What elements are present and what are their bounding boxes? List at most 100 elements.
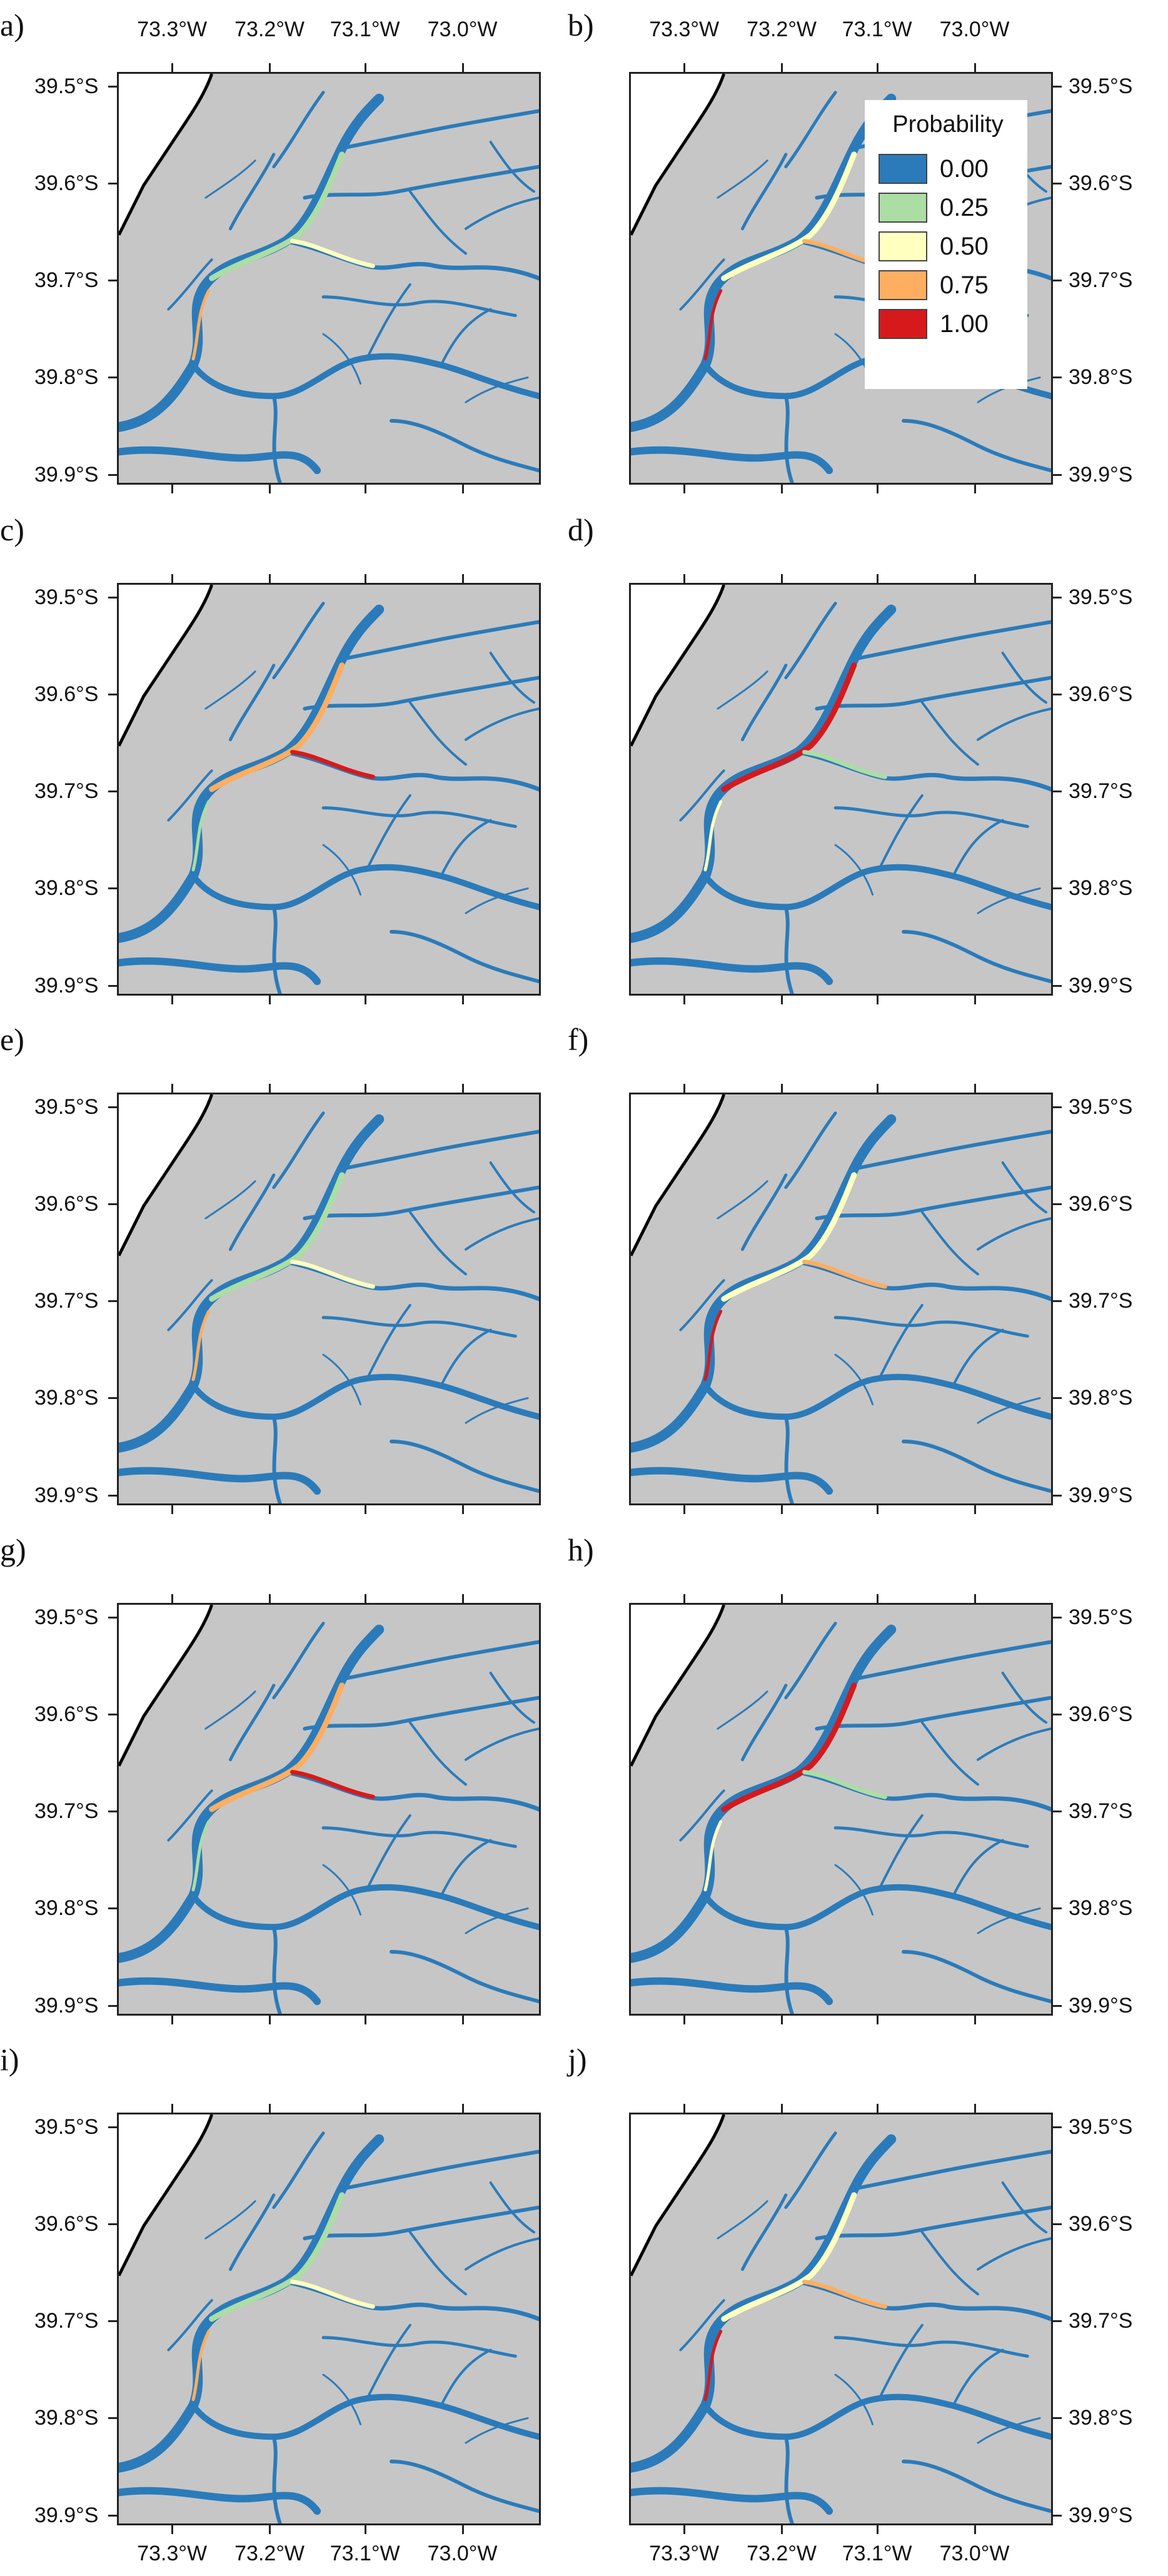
latitude-tick — [1053, 2223, 1062, 2226]
river-channel — [272, 2131, 325, 2210]
river-channel — [717, 159, 768, 199]
river-channel — [284, 750, 539, 792]
latitude-label: 39.9°S — [34, 2503, 99, 2527]
probability-overlay — [209, 662, 345, 792]
latitude-tick — [108, 376, 117, 379]
longitude-tick — [781, 1505, 783, 1514]
longitude-tick — [269, 2016, 271, 2024]
longitude-tick — [781, 2525, 783, 2534]
river-channel — [167, 769, 213, 822]
river-channel — [440, 819, 492, 877]
river-channel — [1001, 652, 1047, 704]
river-map-svg — [631, 585, 1051, 994]
probability-overlay — [209, 2192, 345, 2322]
longitude-tick — [974, 485, 976, 493]
river-channel — [272, 602, 325, 680]
latitude-tick — [108, 2514, 117, 2517]
river-channel — [679, 1789, 725, 1842]
map-panel — [117, 1093, 541, 1505]
ocean-area — [631, 1605, 724, 1766]
river-map-svg — [119, 74, 539, 483]
river-channel — [322, 2373, 362, 2425]
longitude-tick — [781, 2104, 783, 2113]
ocean-area — [631, 74, 724, 235]
river-channel — [784, 1622, 837, 1700]
longitude-tick — [171, 1594, 174, 1603]
latitude-label: 39.9°S — [34, 973, 99, 998]
latitude-label: 39.5°S — [34, 585, 99, 610]
river-channel — [390, 929, 539, 984]
probability-overlay — [802, 1770, 887, 1799]
latitude-label: 39.8°S — [1069, 1386, 1133, 1410]
longitude-tick — [269, 485, 271, 493]
latitude-tick — [108, 2417, 117, 2420]
longitude-tick — [171, 1084, 174, 1093]
river-channel — [271, 905, 282, 994]
panel-label: d) — [568, 512, 594, 547]
probability-overlay — [703, 1310, 723, 1381]
map-panel — [117, 1603, 541, 2016]
longitude-label: 73.3°W — [649, 2542, 720, 2565]
longitude-tick — [171, 63, 174, 72]
longitude-tick — [876, 63, 879, 72]
longitude-tick — [683, 485, 686, 493]
river-channel — [465, 2417, 529, 2444]
river-channel — [783, 1415, 794, 1503]
river-channel — [119, 446, 321, 475]
probability-overlay — [290, 1260, 375, 1289]
river-channel — [679, 2299, 725, 2351]
probability-overlay — [290, 750, 375, 779]
latitude-tick — [108, 1106, 117, 1109]
latitude-label: 39.7°S — [34, 779, 99, 804]
latitude-label: 39.6°S — [34, 171, 99, 196]
river-channel — [977, 2237, 1051, 2271]
longitude-tick — [974, 1505, 976, 1514]
longitude-tick — [364, 996, 366, 1004]
latitude-label: 39.5°S — [34, 1095, 99, 1119]
latitude-tick — [108, 597, 117, 599]
longitude-tick — [876, 1084, 879, 1093]
coastline — [631, 1605, 726, 1767]
latitude-tick — [108, 1203, 117, 1206]
latitude-tick — [1053, 473, 1062, 476]
latitude-tick — [108, 887, 117, 890]
river-channel — [834, 1864, 874, 1916]
latitude-label: 39.7°S — [1069, 1799, 1133, 1824]
latitude-tick — [108, 1714, 117, 1716]
longitude-tick — [269, 1505, 271, 1514]
river-channel — [228, 1684, 276, 1762]
river-channel — [796, 1260, 1051, 1301]
panel-label: j) — [568, 2042, 587, 2077]
river-channel — [977, 1727, 1051, 1761]
longitude-tick — [461, 63, 464, 72]
river-channel — [902, 929, 1051, 984]
map-panel — [117, 2113, 541, 2525]
latitude-label: 39.5°S — [1069, 1605, 1133, 1630]
probability-overlay — [290, 2280, 375, 2309]
coastline — [631, 585, 726, 747]
longitude-tick — [269, 574, 271, 583]
river-channel — [796, 750, 1051, 792]
longitude-tick — [461, 2525, 464, 2534]
longitude-tick — [876, 1594, 879, 1603]
river-channel — [679, 769, 725, 822]
river-channel — [321, 1316, 517, 1338]
longitude-tick — [364, 1594, 366, 1603]
river-channel — [902, 418, 1051, 473]
river-channel — [702, 864, 1051, 911]
coastline — [631, 1094, 726, 1256]
river-channel — [271, 1415, 282, 1503]
longitude-tick — [171, 996, 174, 1004]
longitude-tick — [781, 1084, 783, 1093]
river-channel — [408, 1721, 467, 1786]
probability-overlay — [802, 750, 887, 779]
river-channel — [852, 620, 1051, 661]
river-channel — [365, 283, 411, 360]
latitude-label: 39.8°S — [1069, 876, 1133, 901]
panel-label: a) — [0, 8, 24, 43]
longitude-label: 73.3°W — [137, 2542, 208, 2565]
river-channel — [717, 670, 768, 710]
longitude-tick — [683, 63, 686, 72]
river-channel — [365, 2323, 411, 2401]
latitude-label: 39.5°S — [34, 2115, 99, 2139]
